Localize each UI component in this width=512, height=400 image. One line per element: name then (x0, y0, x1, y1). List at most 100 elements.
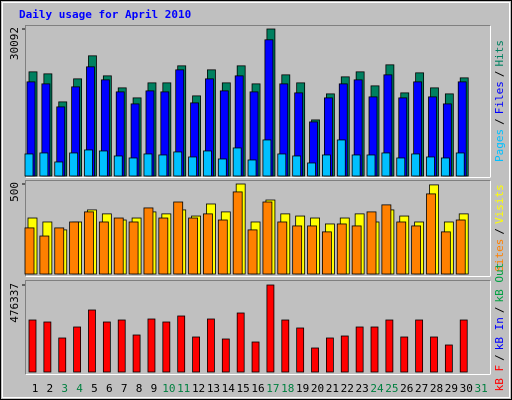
bar (340, 335, 349, 373)
bar (381, 152, 391, 177)
bar (84, 211, 94, 275)
legend-separator: / (493, 228, 506, 235)
bar (117, 319, 126, 373)
bar (84, 149, 93, 177)
bar (24, 227, 35, 275)
x-tick-label: 13 (207, 382, 220, 395)
bar (411, 153, 421, 177)
bar (351, 154, 361, 177)
x-tick-label: 7 (121, 382, 128, 395)
bar (58, 337, 67, 373)
bar (128, 157, 138, 177)
legend-separator: / (493, 118, 506, 125)
bar (69, 221, 80, 275)
legend-entry: Files (493, 81, 506, 114)
bar (203, 150, 212, 177)
bar (143, 153, 153, 177)
bar (158, 154, 168, 177)
bar (39, 152, 49, 177)
bar (128, 221, 139, 275)
x-tick-label: 4 (76, 382, 83, 395)
bar (336, 139, 346, 177)
legend-entry: Visits (493, 184, 506, 224)
bar (158, 217, 169, 275)
bar (381, 204, 392, 275)
bar (162, 321, 171, 373)
x-tick-label: 22 (341, 382, 354, 395)
legend-separator: / (493, 306, 506, 313)
x-tick-label: 12 (192, 382, 205, 395)
x-tick-label: 23 (356, 382, 369, 395)
bar (370, 326, 379, 373)
x-tick-label: 31 (474, 382, 487, 395)
bar (455, 219, 466, 275)
bar (321, 231, 332, 275)
bar (440, 231, 451, 275)
x-tick-label: 18 (281, 382, 294, 395)
bar (430, 336, 438, 373)
bar (444, 344, 453, 373)
bar (173, 201, 184, 275)
x-tick-label: 29 (445, 382, 458, 395)
bar (396, 157, 406, 177)
bar (351, 225, 362, 275)
bar (102, 321, 111, 373)
x-tick-label: 15 (237, 382, 250, 395)
x-tick-label: 24 (370, 382, 384, 395)
bar (277, 221, 288, 275)
bar (232, 147, 242, 177)
x-tick-label: 17 (266, 382, 279, 395)
legend: Sites / Visits (493, 184, 506, 272)
x-tick-label: 3 (61, 382, 68, 395)
bar (415, 319, 424, 373)
bar (251, 341, 260, 373)
bar (73, 326, 82, 373)
x-tick-label: 2 (47, 382, 54, 395)
bar (325, 337, 334, 373)
bar (336, 223, 347, 275)
bar (203, 213, 213, 275)
bar (296, 327, 305, 373)
bar (366, 211, 377, 275)
bar (28, 319, 37, 373)
bar (307, 162, 316, 177)
bar (307, 225, 317, 275)
legend-entry: kB Out (493, 263, 506, 303)
bar (217, 158, 227, 177)
bar (459, 319, 468, 373)
legend-entry: kB In (493, 317, 506, 350)
bar (355, 326, 364, 373)
x-tick-label: 27 (415, 382, 428, 395)
bar (98, 150, 108, 177)
x-tick-label: 26 (400, 382, 413, 395)
bar (281, 319, 290, 373)
x-tick-label: 30 (460, 382, 473, 395)
bar (411, 225, 422, 275)
bar (69, 152, 79, 177)
legend-separator: / (493, 71, 506, 78)
bar (292, 155, 302, 177)
bar (321, 154, 331, 177)
y-tick-label: 476337 (8, 283, 21, 323)
x-tick-label: 1 (32, 382, 39, 395)
bar (217, 219, 228, 275)
x-tick-label: 20 (311, 382, 324, 395)
bar (232, 191, 243, 275)
bar (236, 312, 245, 373)
bar (277, 153, 287, 177)
x-tick-label: 10 (162, 382, 175, 395)
bar (88, 309, 96, 373)
bar (262, 139, 272, 177)
bar (400, 336, 409, 373)
bar (24, 153, 34, 177)
legend: kB F / kB In / kB Out (493, 263, 506, 392)
bar (147, 318, 156, 373)
x-tick-label: 5 (91, 382, 98, 395)
bar (177, 315, 186, 373)
bar (396, 221, 407, 275)
bar (455, 152, 465, 177)
legend-entry: Hits (493, 40, 506, 67)
x-tick-label: 8 (136, 382, 143, 395)
